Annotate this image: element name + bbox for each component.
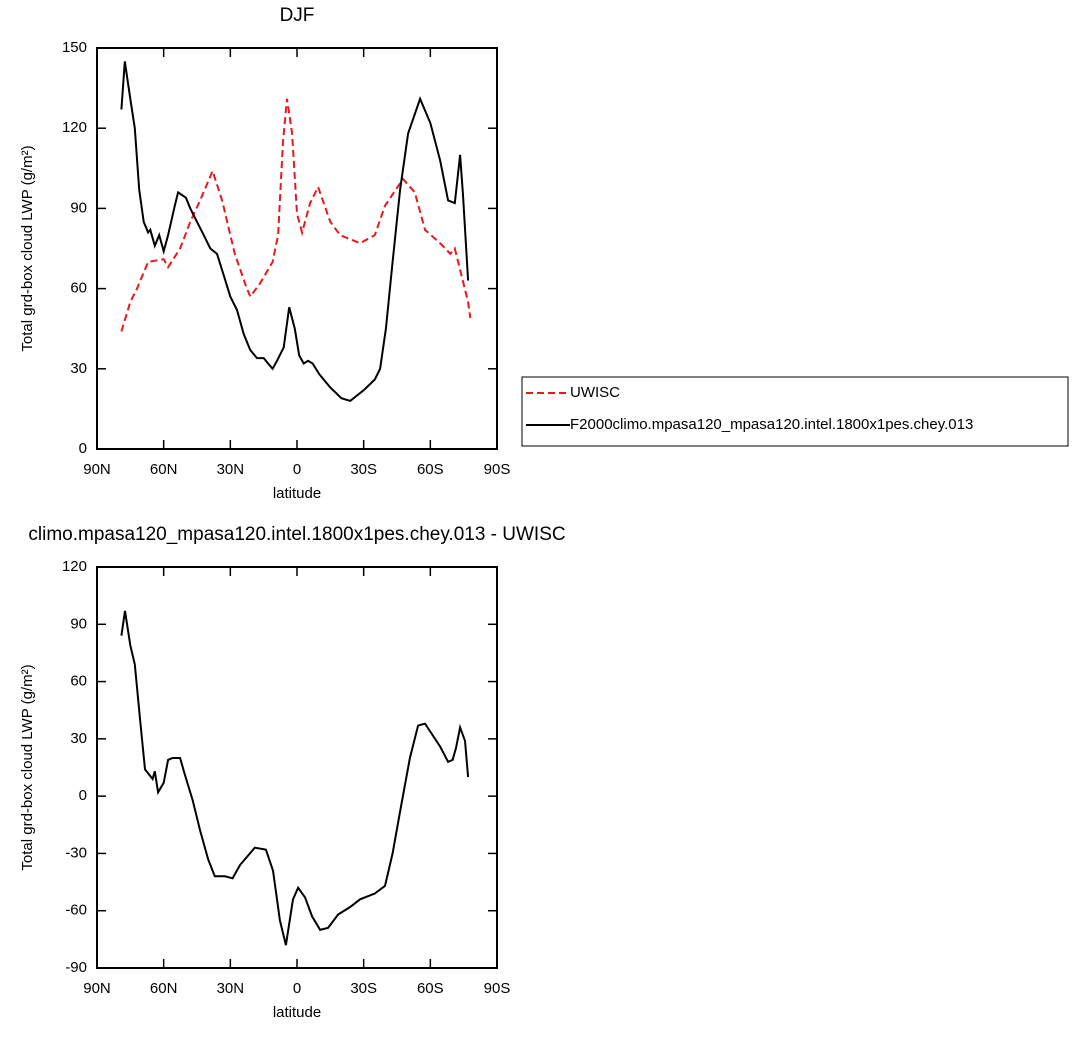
- y-axis-label: Total grd-box cloud LWP (g/m²): [19, 664, 36, 870]
- x-tick-label: 30S: [350, 980, 377, 997]
- x-tick-label: 60N: [150, 461, 178, 478]
- x-tick-label: 90S: [484, 461, 511, 478]
- x-axis-label: latitude: [273, 485, 321, 502]
- chart-title: DJF: [280, 5, 315, 26]
- x-tick-label: 60S: [417, 980, 444, 997]
- legend-label: F2000climo.mpasa120_mpasa120.intel.1800x…: [570, 416, 973, 433]
- y-tick-label: 90: [70, 615, 87, 632]
- y-tick-label: 30: [70, 360, 87, 377]
- x-tick-label: 30S: [350, 461, 377, 478]
- x-tick-label: 60N: [150, 980, 178, 997]
- x-tick-label: 30N: [217, 461, 245, 478]
- plot-frame: [96, 47, 498, 450]
- y-tick-label: 0: [79, 440, 87, 457]
- legend-label: UWISC: [570, 384, 620, 401]
- y-tick-label: 60: [70, 280, 87, 297]
- legend-box: [521, 376, 1069, 447]
- y-tick-label: -60: [65, 902, 87, 919]
- y-tick-label: 30: [70, 730, 87, 747]
- plot-frame: [96, 566, 498, 969]
- y-tick-label: -30: [65, 844, 87, 861]
- y-tick-label: 120: [62, 119, 87, 136]
- data-line: [120, 98, 472, 332]
- y-tick-label: 150: [62, 39, 87, 56]
- x-tick-label: 0: [293, 461, 301, 478]
- y-axis-label: Total grd-box cloud LWP (g/m²): [19, 145, 36, 351]
- y-tick-label: 120: [62, 558, 87, 575]
- y-tick-label: 60: [70, 673, 87, 690]
- data-line: [120, 61, 470, 403]
- x-tick-label: 90N: [83, 980, 111, 997]
- x-tick-label: 30N: [217, 980, 245, 997]
- chart-title: climo.mpasa120_mpasa120.intel.1800x1pes.…: [28, 524, 565, 545]
- y-tick-label: -90: [65, 959, 87, 976]
- x-tick-label: 90S: [484, 980, 511, 997]
- x-tick-label: 0: [293, 980, 301, 997]
- y-tick-label: 0: [79, 787, 87, 804]
- x-tick-label: 90N: [83, 461, 111, 478]
- x-axis-label: latitude: [273, 1004, 321, 1021]
- y-tick-label: 90: [70, 199, 87, 216]
- x-tick-label: 60S: [417, 461, 444, 478]
- data-line: [120, 610, 470, 946]
